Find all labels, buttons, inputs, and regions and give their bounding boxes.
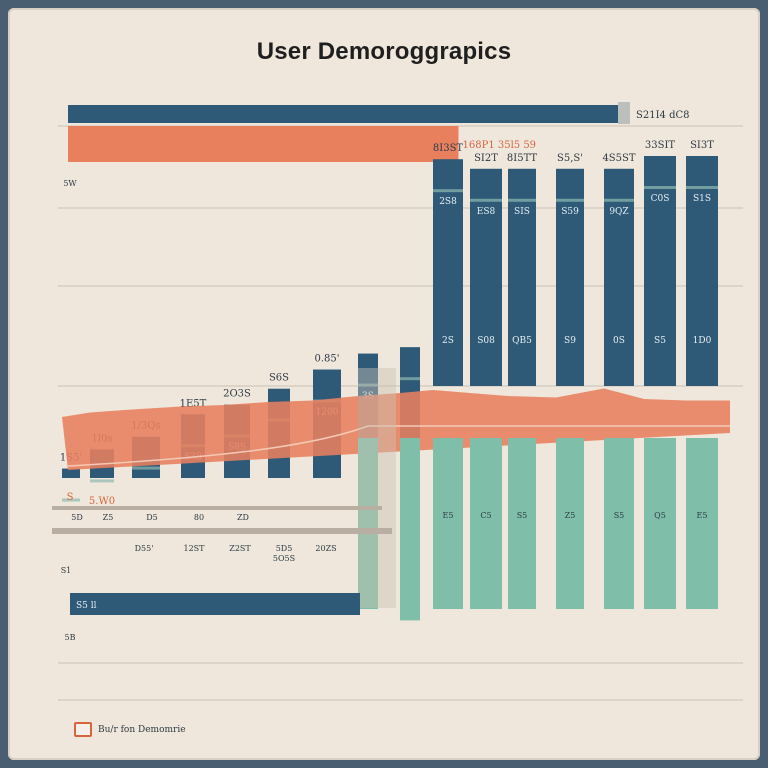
bar-teal-label: E5 [443, 511, 454, 520]
bar-teal-label: Z5 [565, 511, 576, 520]
bar-navy [433, 159, 463, 386]
bar-inner-label: S1S [693, 194, 711, 204]
bar-navy-stripe [556, 198, 584, 202]
bar-teal [508, 438, 536, 609]
bar-inner-label: 2S8 [439, 197, 457, 207]
bar-value-label: 8I3ST [433, 143, 464, 154]
bar-inner-label: S59 [561, 207, 579, 217]
top-bar-orange [68, 126, 459, 162]
x-tick-label: 5O5S [273, 554, 295, 563]
bar-inner-label: SIS [514, 207, 530, 217]
bar-teal-label: Q5 [654, 511, 666, 520]
area-orange [62, 388, 730, 470]
bar-navy-stripe [470, 198, 502, 202]
top-bar-cap [618, 102, 630, 124]
bar-mid-label: 0S [613, 336, 625, 346]
bar-inner-label: ES8 [477, 207, 496, 217]
overlay-column [358, 368, 396, 608]
bottom-bar-label: S5 ll [76, 601, 97, 611]
bar-inner-label: 9QZ [609, 207, 628, 217]
low-label: S [67, 492, 74, 503]
baseline-rule [52, 528, 392, 534]
chart-title: User Demoroggrapics [256, 38, 512, 65]
bar-teal [644, 438, 676, 609]
baseline-rule [52, 506, 382, 510]
bar-navy-stripe [604, 198, 634, 202]
bar-navy-stripe [358, 383, 378, 387]
bar-value-label: 33SIT [645, 140, 676, 151]
bar-mid-label: S5 [654, 336, 666, 346]
bar-mid-label: S08 [477, 336, 495, 346]
bar-navy [644, 156, 676, 386]
bar-inner-label: C0S [651, 194, 670, 204]
base-label: ZD [237, 513, 249, 522]
top-bar-orange-label: 168P1 35l5 59 [463, 140, 537, 151]
x-tick-label: Z2ST [229, 544, 251, 553]
x-tick-label: 20ZS [315, 544, 336, 553]
legend: Bu/r fon Demomrie [74, 722, 186, 737]
bar-value-label: SI2T [474, 153, 498, 164]
bar-mid-label: S9 [564, 336, 576, 346]
axis-mark: 5W [63, 179, 77, 188]
bar-navy-stripe [132, 466, 160, 470]
top-bar-navy [68, 105, 618, 123]
bar-teal [400, 438, 420, 621]
bar-teal-label: S5 [517, 511, 528, 520]
bar-navy-stripe [62, 498, 80, 502]
bar-navy [470, 168, 502, 386]
bottom-bar-navy [70, 593, 360, 615]
bar-teal-label: C5 [480, 511, 491, 520]
chart-card: User Demoroggrapics S21I4 dC8 168P1 35l5 … [8, 8, 760, 760]
bar-navy [556, 168, 584, 386]
low-label: 5.W0 [89, 496, 115, 507]
bar-teal [433, 438, 463, 609]
bar-value-label: S5,S' [557, 153, 583, 164]
bar-value-label: S6S [269, 373, 289, 384]
legend-swatch-icon [74, 722, 92, 737]
bar-value-label: SI3T [690, 140, 714, 151]
axis-mark: 5B [65, 633, 76, 642]
bar-navy-stripe [644, 186, 676, 189]
x-tick-label: 12ST [184, 544, 206, 553]
bar-navy [604, 168, 634, 386]
base-label: 80 [194, 513, 204, 522]
top-bar-navy-label: S21I4 dC8 [636, 110, 689, 121]
area-orange-line [67, 425, 730, 467]
x-tick-label: D55' [135, 544, 154, 553]
bar-teal [686, 438, 718, 609]
axis-mark: S1 [61, 566, 72, 575]
bar-teal [604, 438, 634, 609]
bar-navy [686, 156, 718, 386]
bar-teal [358, 438, 378, 609]
bar-navy-stripe [508, 198, 536, 202]
bar-mid-label: 2S [442, 336, 454, 346]
bar-value-label: 2O3S [223, 389, 251, 400]
bar-value-label: 1E5T [180, 398, 207, 409]
bar-navy-stripe [90, 479, 114, 483]
bar-teal [470, 438, 502, 609]
bar-mid-label: QB5 [512, 336, 532, 346]
base-label: Z5 [103, 513, 114, 522]
bar-navy [62, 468, 80, 478]
bar-value-label: 4S5ST [602, 153, 635, 164]
bar-value-label: 8I5TT [507, 153, 538, 164]
bar-navy-stripe [433, 189, 463, 193]
bar-teal [556, 438, 584, 609]
bar-navy-stripe [686, 186, 718, 189]
base-label: 5D [71, 513, 83, 522]
bar-teal-label: E5 [697, 511, 708, 520]
bar-value-label: 0.85' [314, 354, 339, 365]
base-label: D5 [146, 513, 158, 522]
bar-navy [508, 168, 536, 386]
bar-mid-label: 1D0 [693, 336, 712, 346]
bar-teal-label: S5 [614, 511, 625, 520]
x-tick-label: 5D5 [276, 544, 293, 553]
legend-label: Bu/r fon Demomrie [98, 724, 186, 735]
bar-navy-stripe [400, 377, 420, 381]
